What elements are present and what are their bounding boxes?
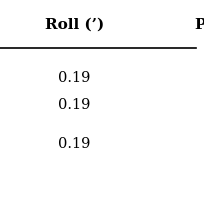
Text: 0.19: 0.19 — [58, 71, 90, 84]
Text: 0.19: 0.19 — [58, 97, 90, 111]
Text: Roll (’): Roll (’) — [45, 18, 104, 31]
Text: P: P — [193, 18, 204, 31]
Text: 0.19: 0.19 — [58, 136, 90, 150]
